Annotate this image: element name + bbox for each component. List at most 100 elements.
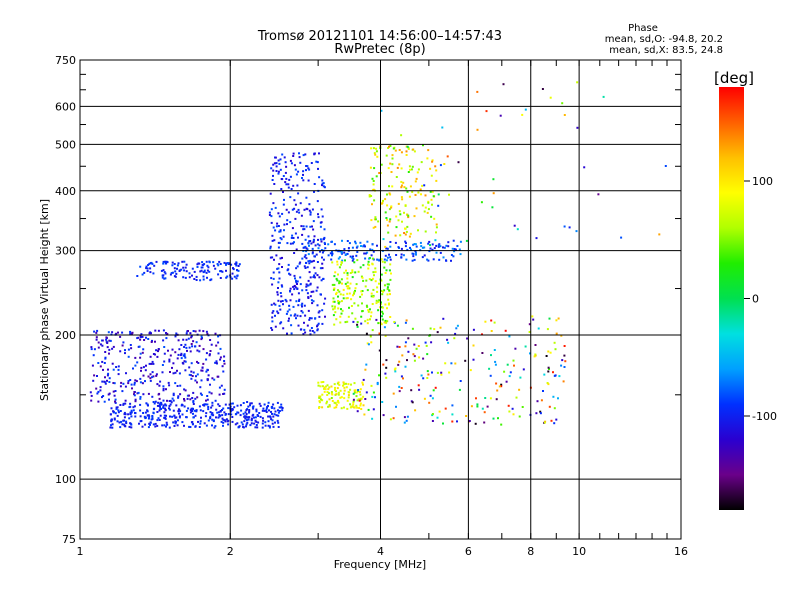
scatter-point — [146, 414, 149, 417]
scatter-point — [96, 375, 98, 377]
scatter-point — [316, 274, 319, 277]
scatter-point — [196, 396, 199, 399]
scatter-point — [112, 382, 115, 384]
scatter-point — [311, 208, 314, 211]
scatter-point — [198, 344, 201, 347]
scatter-point — [270, 418, 273, 421]
scatter-point — [350, 383, 352, 386]
scatter-point — [439, 245, 442, 248]
scatter-point — [297, 236, 299, 239]
scatter-point — [288, 272, 290, 275]
scatter-point — [101, 380, 104, 383]
scatter-point — [276, 291, 279, 294]
scatter-point — [110, 424, 112, 427]
scatter-point — [211, 412, 214, 415]
scatter-point — [363, 252, 366, 255]
scatter-point — [354, 289, 356, 292]
scatter-point — [352, 401, 355, 404]
scatter-point — [285, 208, 288, 211]
scatter-point — [144, 417, 147, 420]
scatter-point — [339, 315, 342, 318]
scatter-point — [476, 90, 479, 93]
scatter-point — [151, 415, 154, 417]
scatter-point — [205, 271, 208, 274]
scatter-point — [121, 331, 124, 334]
scatter-point — [175, 332, 178, 335]
scatter-point — [343, 397, 346, 400]
scatter-point — [380, 258, 383, 261]
scatter-point — [318, 244, 321, 247]
scatter-point — [192, 391, 195, 394]
scatter-point — [350, 305, 353, 307]
scatter-point — [236, 404, 239, 407]
scatter-point — [134, 379, 137, 382]
scatter-point — [338, 384, 341, 386]
scatter-point — [354, 240, 357, 243]
scatter-point — [271, 412, 273, 415]
scatter-point — [104, 357, 107, 360]
scatter-point — [337, 257, 340, 260]
scatter-point — [279, 229, 282, 232]
scatter-point — [112, 368, 115, 371]
scatter-point — [275, 165, 278, 168]
scatter-point — [168, 384, 171, 387]
scatter-point — [351, 271, 354, 274]
scatter-point — [195, 341, 198, 344]
scatter-point — [184, 343, 187, 346]
scatter-point — [427, 208, 430, 211]
scatter-point — [474, 422, 477, 425]
scatter-point — [219, 270, 222, 273]
scatter-point — [464, 359, 467, 362]
scatter-point — [368, 257, 371, 259]
scatter-point — [164, 409, 167, 412]
scatter-point — [415, 207, 418, 210]
scatter-point — [152, 423, 155, 426]
scatter-point — [207, 374, 210, 377]
scatter-point — [134, 356, 137, 359]
scatter-point — [352, 403, 355, 406]
scatter-point — [274, 421, 276, 424]
scatter-point — [353, 389, 356, 392]
scatter-point — [371, 303, 374, 305]
scatter-point — [228, 262, 231, 265]
scatter-point — [149, 377, 152, 380]
scatter-point — [370, 254, 373, 257]
scatter-point — [403, 211, 405, 214]
scatter-point — [428, 240, 431, 243]
scatter-point — [340, 300, 343, 303]
scatter-point — [270, 406, 273, 409]
scatter-point — [200, 379, 203, 382]
scatter-point — [219, 347, 222, 350]
scatter-point — [248, 410, 251, 413]
scatter-point — [364, 245, 366, 248]
scatter-point — [316, 161, 319, 164]
scatter-point — [153, 402, 156, 405]
scatter-point — [245, 425, 247, 428]
scatter-point — [317, 238, 319, 241]
scatter-point — [261, 417, 264, 420]
scatter-point — [321, 322, 324, 325]
phase-stats-x: mean, sd,X: 83.5, 24.8 — [609, 45, 723, 56]
scatter-point — [183, 424, 185, 427]
scatter-point — [225, 276, 228, 279]
scatter-point — [151, 339, 153, 342]
scatter-point — [374, 218, 377, 221]
scatter-point — [319, 385, 322, 388]
scatter-point — [198, 405, 201, 408]
scatter-point — [193, 270, 196, 273]
scatter-point — [371, 177, 374, 180]
scatter-point — [192, 423, 194, 426]
scatter-point — [537, 327, 540, 330]
scatter-point — [90, 348, 93, 351]
scatter-point — [210, 413, 213, 416]
scatter-point — [300, 310, 303, 312]
scatter-point — [597, 193, 600, 196]
scatter-point — [331, 250, 333, 253]
scatter-point — [352, 392, 355, 395]
scatter-point — [303, 246, 306, 249]
scatter-point — [404, 321, 407, 324]
scatter-point — [312, 239, 315, 242]
scatter-point — [450, 259, 452, 262]
scatter-point — [148, 415, 151, 418]
scatter-point — [490, 354, 492, 357]
